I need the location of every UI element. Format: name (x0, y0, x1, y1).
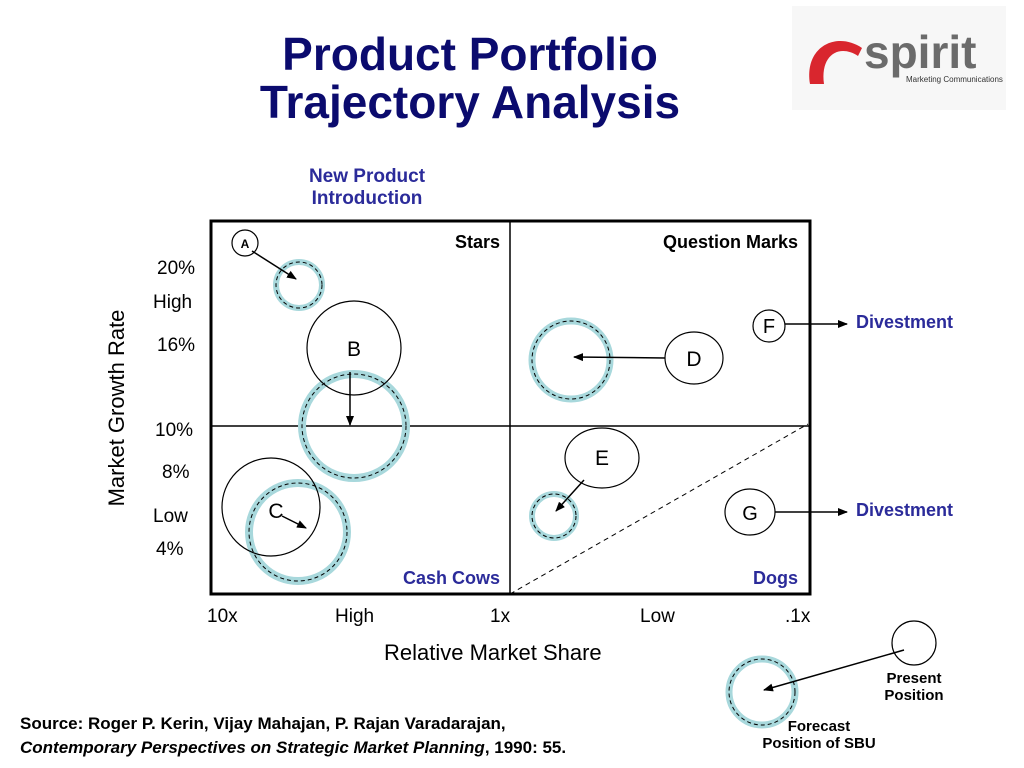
title-line-1: Product Portfolio (282, 28, 658, 80)
new-product-line-2: Introduction (311, 188, 423, 209)
source-year: , 1990: 55. (484, 738, 567, 757)
legend-forecast-label: Forecast Position of SBU (744, 718, 894, 752)
page-title: Product Portfolio Trajectory Analysis (0, 30, 940, 126)
quadrant-label-dogs: Dogs (753, 568, 798, 588)
forecast-circle-e (529, 491, 579, 541)
sbu-label-a: A (241, 237, 250, 251)
sbu-label-f: F (763, 316, 775, 338)
legend-forecast-line-1: Forecast (787, 718, 851, 735)
arrow-a (251, 250, 297, 280)
present-circle-c (221, 457, 321, 557)
legend-present-circle (891, 620, 937, 666)
legend-forecast-circle (725, 655, 799, 729)
forecast-circle-b (298, 370, 410, 482)
spirit-logo-mark: spirit Marketing Communications (809, 26, 1003, 84)
y-tick-10: 10% (155, 420, 194, 441)
x-tick-low: Low (640, 606, 675, 627)
legend-present-label: Present Position (864, 670, 964, 704)
quadrant-label-stars: Stars (455, 232, 500, 252)
x-tick-10x: 10x (207, 606, 238, 627)
y-tick-16: 16% (157, 335, 196, 356)
y-tick-high: High (153, 292, 193, 313)
y-tick-8: 8% (162, 462, 190, 483)
present-circle-f (752, 309, 786, 343)
quadrant-label-question-marks: Question Marks (663, 232, 798, 252)
source-line-2: Contemporary Perspectives on Strategic M… (20, 736, 566, 760)
source-citation: Source: Roger P. Kerin, Vijay Mahajan, P… (20, 712, 566, 760)
spirit-logo: spirit Marketing Communications (792, 6, 1006, 110)
sbu-label-c: C (268, 500, 283, 523)
arrow-c (281, 515, 307, 529)
logo-subtext: Marketing Communications (906, 75, 1003, 84)
logo-text: spirit (864, 26, 976, 78)
sbu-label-b: B (347, 338, 361, 361)
legend-arrow (763, 649, 905, 692)
arrow-d (573, 353, 666, 362)
dogs-diagonal (509, 423, 809, 595)
sbu-label-g: G (742, 503, 758, 525)
legend-present-line-1: Present (886, 670, 942, 687)
legend-forecast-line-2: Position of SBU (762, 735, 876, 752)
x-tick-0-1x: .1x (785, 606, 811, 627)
y-tick-low: Low (153, 506, 188, 527)
arrow-e (555, 479, 585, 512)
x-axis-label: Relative Market Share (384, 640, 602, 665)
x-tick-high: High (335, 606, 375, 627)
source-line-1: Source: Roger P. Kerin, Vijay Mahajan, P… (20, 714, 506, 733)
new-product-line-1: New Product (308, 166, 426, 187)
present-circle-e (564, 427, 640, 489)
title-line-2: Trajectory Analysis (259, 76, 681, 128)
quadrant-label-cash-cows: Cash Cows (403, 568, 500, 588)
x-tick-1x: 1x (490, 606, 511, 627)
y-tick-20: 20% (157, 258, 196, 279)
sbu-label-d: D (686, 348, 701, 371)
new-product-introduction-label: New Product Introduction (282, 166, 452, 210)
sbu-label-e: E (595, 447, 609, 470)
legend-present-line-2: Position (884, 687, 944, 704)
divestment-label-f: Divestment (856, 312, 953, 332)
forecast-circle-a (273, 259, 325, 311)
forecast-circle-c (245, 479, 351, 585)
y-tick-4: 4% (156, 539, 184, 560)
forecast-circle-d (528, 317, 614, 403)
source-book-title: Contemporary Perspectives on Strategic M… (20, 738, 485, 757)
divestment-label-g: Divestment (856, 500, 953, 520)
present-circle-b (306, 300, 402, 396)
present-circle-a (231, 229, 259, 257)
logo-swoosh (809, 41, 862, 84)
